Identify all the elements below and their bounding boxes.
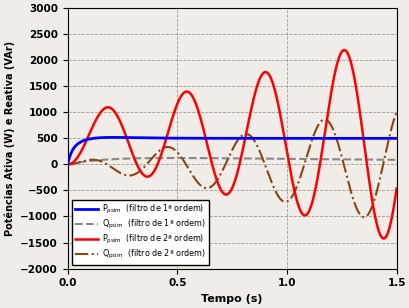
X-axis label: Tempo (s): Tempo (s) (201, 294, 262, 304)
Legend: P$_{\mathregular{psim}}$  (filtro de 1ª ordem), Q$_{\mathregular{psim}}$  (filtr: P$_{\mathregular{psim}}$ (filtro de 1ª o… (72, 200, 208, 265)
Y-axis label: Potências Ativa (W) e Reativa (VAr): Potências Ativa (W) e Reativa (VAr) (4, 41, 15, 236)
